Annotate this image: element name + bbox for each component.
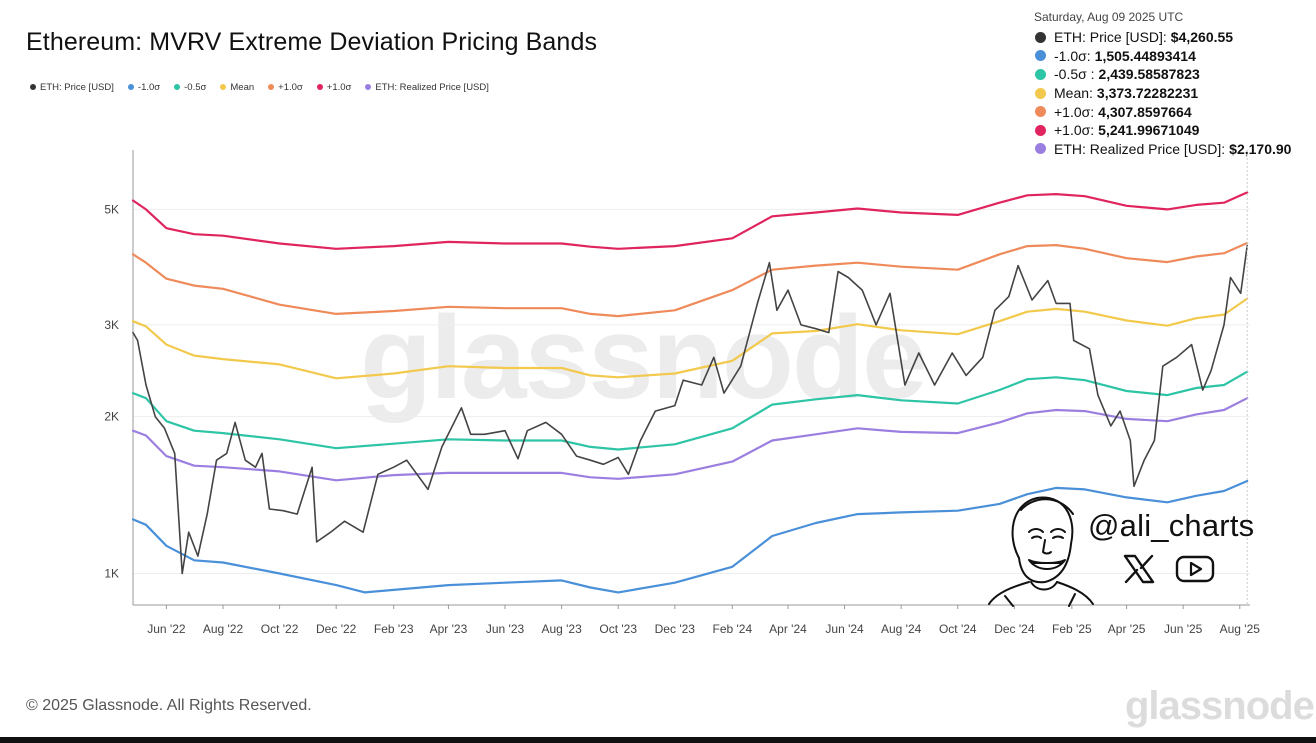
x-tick-label: Jun '23 [486, 622, 525, 636]
tooltip-date: Saturday, Aug 09 2025 UTC [1034, 10, 1184, 24]
x-tick-label: Dec '23 [655, 622, 696, 636]
legend-item[interactable]: ETH: Price [USD] [30, 82, 114, 93]
legend-label: ETH: Realized Price [USD] [375, 81, 489, 93]
legend-dot [127, 84, 134, 90]
tooltip-row: ETH: Realized Price [USD]: $2,170.90 [1030, 140, 1310, 159]
legend-dot [174, 84, 181, 90]
caricature-avatar [988, 496, 1094, 607]
x-tick-label: Feb '23 [374, 622, 414, 636]
bottom-bar [0, 737, 1316, 743]
x-tick-label: Aug '24 [881, 622, 922, 636]
tooltip-value: 3,373.72282231 [1096, 85, 1199, 102]
tooltip-value: $2,170.90 [1229, 140, 1292, 157]
copyright-notice: © 2025 Glassnode. All Rights Reserved. [26, 697, 312, 714]
legend-label: -0.5σ [184, 81, 207, 93]
x-tick-label: Jun '24 [825, 622, 864, 636]
legend-dot [30, 84, 36, 90]
x-tick-label: Oct '23 [599, 622, 637, 636]
legend-dot [268, 84, 275, 90]
series-line-band-0 [131, 191, 1249, 250]
youtube-icon[interactable] [1175, 554, 1215, 584]
series-line-eth-price [132, 244, 1248, 575]
tooltip-value: 2,439.58587823 [1098, 66, 1200, 83]
x-tick-label: Feb '24 [712, 622, 752, 636]
brand-handle: @ali_charts [1088, 508, 1255, 543]
x-tick-label: Oct '24 [939, 622, 977, 636]
series-line-band-4 [131, 397, 1249, 482]
hover-tooltip: Saturday, Aug 09 2025 UTC ETH: Price [US… [1030, 10, 1310, 158]
tooltip-label: ETH: Realized Price [USD]: [1054, 140, 1226, 157]
tooltip-label: -0.5σ : [1054, 66, 1095, 83]
legend-dot [220, 84, 227, 90]
legend-item[interactable]: -0.5σ [174, 82, 206, 93]
x-tick-label: Apr '23 [430, 622, 468, 636]
tooltip-label: ETH: Price [USD]: [1054, 29, 1167, 46]
x-logo-icon[interactable] [1123, 554, 1155, 584]
brand-badge: @ali_charts [985, 488, 1265, 608]
tooltip-value: 1,505.44893414 [1094, 47, 1196, 64]
tooltip-dot [1035, 143, 1046, 155]
tooltip-row: Mean: 3,373.72282231 [1030, 84, 1310, 103]
x-tick-label: Aug '23 [541, 622, 582, 636]
legend-dot [365, 84, 372, 90]
chart-legend: ETH: Price [USD] -1.0σ -0.5σ Mean +1.0σ +1.0σ… [30, 80, 489, 94]
legend-label: -1.0σ [137, 81, 161, 93]
legend-label: +1.0σ [278, 81, 303, 93]
tooltip-value: 4,307.8597664 [1098, 103, 1192, 120]
tooltip-row: +1.0σ: 5,241.99671049 [1030, 121, 1310, 140]
x-tick-label: Feb '25 [1052, 622, 1092, 636]
corner-watermark: glassnode [1125, 684, 1315, 728]
x-tick-label: Jun '25 [1164, 622, 1203, 636]
x-tick-label: Aug '22 [203, 622, 244, 636]
y-tick-label: 2K [104, 410, 119, 424]
x-tick-label: Jun '22 [147, 622, 186, 636]
chart-title: Ethereum: MVRV Extreme Deviation Pricing… [26, 28, 598, 56]
legend-item[interactable]: -1.0σ [127, 81, 161, 93]
y-tick-label: 1K [104, 566, 119, 580]
x-tick-label: Dec '24 [994, 622, 1035, 636]
tooltip-label: -1.0σ: [1054, 47, 1091, 64]
x-tick-label: Oct '22 [261, 622, 299, 636]
tooltip-dot [1035, 68, 1046, 80]
tooltip-dot [1035, 106, 1046, 118]
tooltip-row: -1.0σ: 1,505.44893414 [1030, 47, 1310, 66]
tooltip-dot [1035, 87, 1046, 99]
legend-label: Mean [230, 81, 255, 93]
series-line-band-2 [131, 297, 1249, 380]
legend-label: ETH: Price [USD] [40, 81, 114, 93]
legend-item[interactable]: Mean [220, 82, 254, 93]
x-tick-label: Apr '24 [769, 622, 807, 636]
tooltip-dot [1035, 50, 1046, 62]
tooltip-label: +1.0σ: [1054, 103, 1095, 120]
y-tick-label: 3K [104, 318, 119, 332]
tooltip-row: +1.0σ: 4,307.8597664 [1030, 102, 1310, 121]
tooltip-dot [1035, 124, 1046, 136]
x-tick-label: Apr '25 [1108, 622, 1146, 636]
legend-item[interactable]: ETH: Realized Price [USD] [365, 82, 489, 93]
tooltip-value: $4,260.55 [1170, 29, 1234, 46]
series-line-band-3 [131, 370, 1249, 451]
x-tick-label: Dec '22 [316, 622, 357, 636]
tooltip-label: Mean: [1054, 85, 1093, 102]
tooltip-row: -0.5σ :2,439.58587823 [1030, 65, 1310, 84]
series-line-band-1 [131, 241, 1249, 318]
legend-dot [316, 84, 323, 90]
legend-item[interactable]: +1.0σ [268, 82, 303, 93]
series-line-band-5 [131, 479, 1249, 594]
x-tick-label: Aug '25 [1220, 622, 1261, 636]
tooltip-row: ETH: Price [USD]: $4,260.55 [1030, 28, 1310, 47]
legend-label: +1.0σ [326, 81, 352, 93]
tooltip-value: 5,241.99671049 [1098, 122, 1200, 139]
legend-item[interactable]: +1.0σ [316, 81, 352, 93]
tooltip-label: +1.0σ: [1054, 122, 1095, 139]
y-tick-label: 5K [104, 202, 119, 216]
tooltip-dot [1035, 31, 1046, 43]
